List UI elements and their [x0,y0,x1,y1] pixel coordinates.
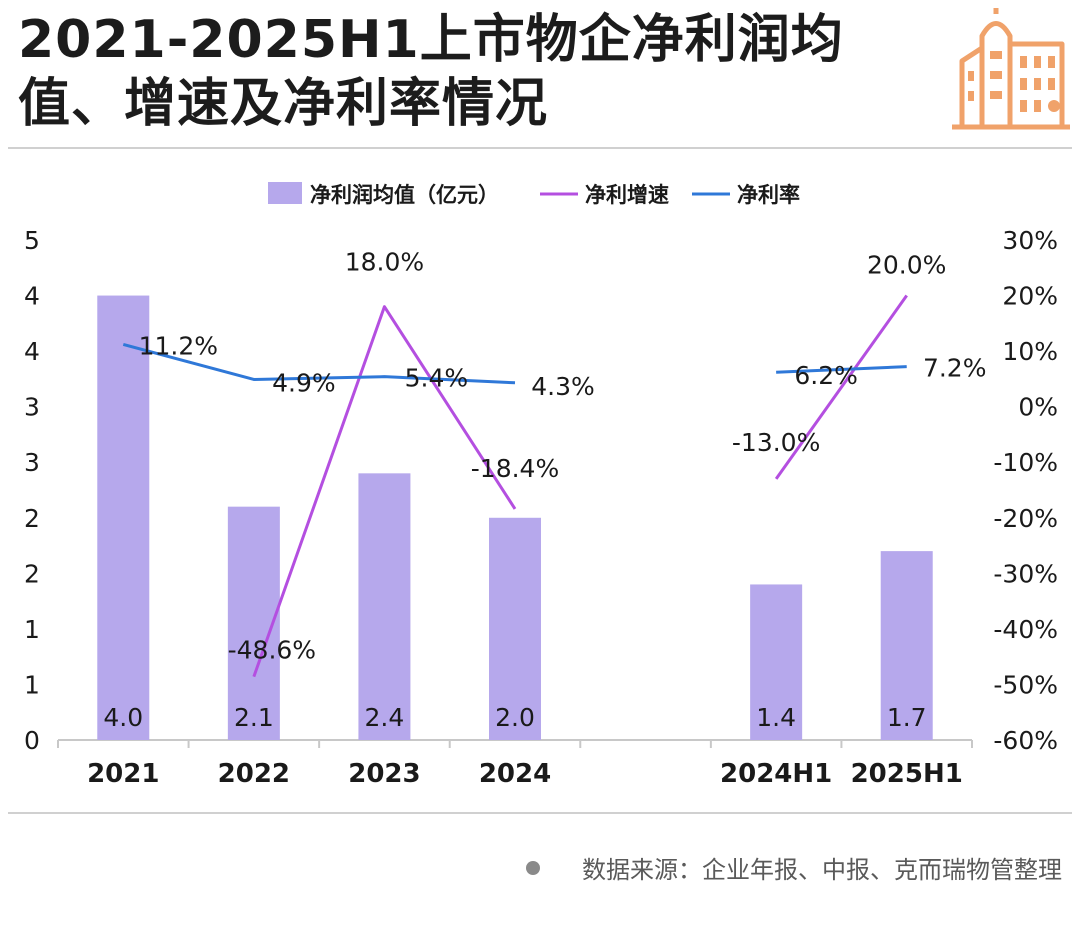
building-logo-icon [952,8,1070,130]
y-right-tick-label: -20% [993,504,1058,533]
y-right-tick-label: 0% [1018,393,1058,422]
margin-line [122,342,516,385]
growth-data-label: -18.4% [471,454,559,483]
x-category-label: 2022 [218,759,290,789]
growth-data-label: 20.0% [867,251,946,280]
bar-value-label: 2.0 [495,703,535,732]
bar [489,517,541,740]
y-right-tick-label: -10% [993,448,1058,477]
source-text: 数据来源：企业年报、中报、克而瑞物管整理 [582,856,1062,884]
y-left-tick-label: 2 [24,559,40,588]
bar-value-label: 2.4 [365,703,405,732]
y-right-tick-label: -40% [993,615,1058,644]
y-left-tick-label: 3 [24,393,40,422]
y-right-tick-label: -50% [993,670,1058,699]
net-profit-chart: 净利润均值（亿元） 净利增速 净利率 0 1 1 2 2 3 3 4 4 5 -60% -50% -40% -3… [24,182,1058,789]
margin-data-label: 6.2% [794,361,858,390]
bar-value-label: 1.7 [887,703,927,732]
y-right-tick-label: -60% [993,726,1058,755]
y-left-tick-label: 4 [24,282,40,311]
bar [358,473,411,740]
bar [97,295,150,740]
y-right-tick-label: 30% [1002,226,1058,255]
legend-swatch-bar [268,182,302,204]
bar [880,551,933,740]
margin-data-label: 11.2% [139,331,218,360]
x-category-label: 2024H1 [720,759,832,789]
title-divider [8,147,1072,149]
footer-divider [8,812,1072,814]
growth-data-label: -48.6% [228,636,316,665]
legend-label-growth: 净利增速 [585,183,669,207]
bar-value-label: 4.0 [103,703,143,732]
growth-line [774,294,908,480]
x-category-label: 2023 [348,759,420,789]
growth-data-label: -13.0% [732,428,820,457]
y-left-tick-label: 1 [24,615,40,644]
y-left-tick-label: 2 [24,504,40,533]
source-note: 数据来源：企业年报、中报、克而瑞物管整理 [526,850,1062,885]
y-left-tick-label: 4 [24,337,40,366]
y-right-tick-label: 10% [1002,337,1058,366]
y-left-tick-label: 1 [24,670,40,699]
x-category-label: 2021 [87,759,159,789]
growth-line [252,305,517,678]
bar-value-label: 1.4 [756,703,796,732]
page-title: 2021-2025H1上市物企净利润均值、增速及净利率情况 [18,10,844,134]
x-category-label: 2024 [479,759,551,789]
y-right-tick-label: -30% [993,559,1058,588]
y-left-tick-label: 0 [24,726,40,755]
legend-label-bar: 净利润均值（亿元） [310,183,499,207]
margin-data-label: 5.4% [405,364,469,393]
y-left-tick-label: 3 [24,448,40,477]
margin-data-label: 4.9% [272,368,336,397]
margin-line [776,365,907,374]
growth-data-label: 18.0% [345,248,424,277]
y-right-tick-label: 20% [1002,282,1058,311]
margin-data-label: 7.2% [923,354,987,383]
bar [750,584,803,740]
legend-label-margin: 净利率 [737,183,800,207]
bar-value-label: 2.1 [234,703,274,732]
bullet-icon [526,860,540,875]
x-category-label: 2025H1 [851,759,963,789]
y-left-tick-label: 5 [24,226,40,255]
margin-data-label: 4.3% [531,372,595,401]
